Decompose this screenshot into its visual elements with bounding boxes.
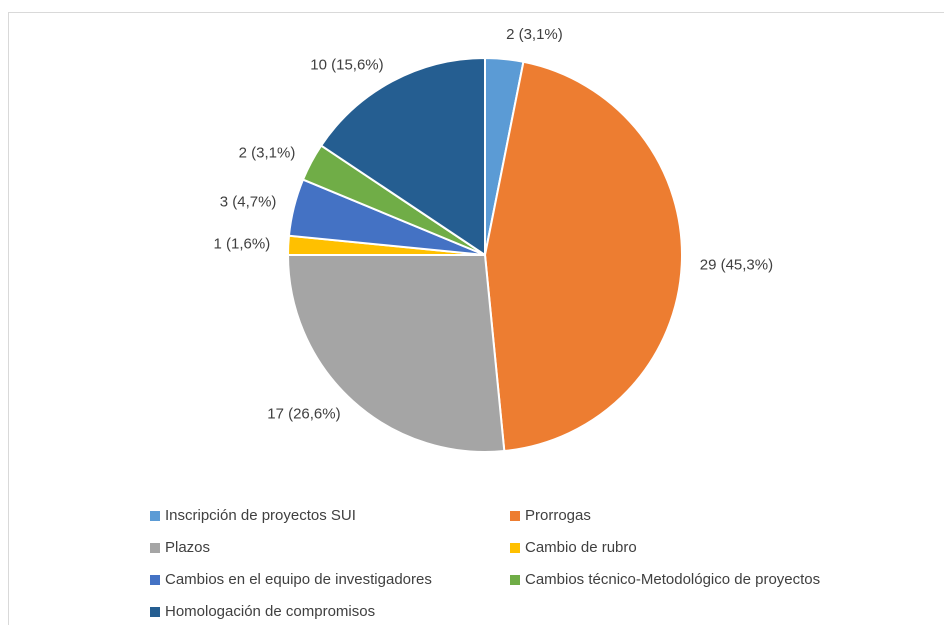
pie-slice [319, 56, 486, 257]
legend-label: Prorrogas [525, 507, 591, 524]
legend-swatch [510, 575, 520, 585]
legend-swatch [150, 543, 160, 553]
data-label: 10 (15,6%) [310, 56, 383, 73]
legend-label: Cambios técnico-Metodológico de proyecto… [525, 571, 820, 588]
data-label: 29 (45,3%) [700, 257, 773, 274]
data-label: 1 (1,6%) [214, 235, 271, 252]
legend-label: Plazos [165, 539, 210, 556]
data-label: 2 (3,1%) [239, 145, 296, 162]
data-label: 3 (4,7%) [220, 194, 277, 211]
legend-swatch [150, 607, 160, 617]
legend-swatch [510, 511, 520, 521]
legend-label: Inscripción de proyectos SUI [165, 507, 356, 524]
legend-label: Cambio de rubro [525, 539, 637, 556]
data-label: 17 (26,6%) [267, 405, 340, 422]
pie-slice [483, 60, 683, 453]
data-label: 2 (3,1%) [506, 26, 563, 43]
legend-label: Cambios en el equipo de investigadores [165, 571, 432, 588]
legend-label: Homologación de compromisos [165, 603, 375, 620]
chart-border [8, 12, 944, 625]
legend-swatch [150, 575, 160, 585]
pie-slice [286, 254, 506, 453]
legend-swatch [150, 511, 160, 521]
legend-swatch [510, 543, 520, 553]
